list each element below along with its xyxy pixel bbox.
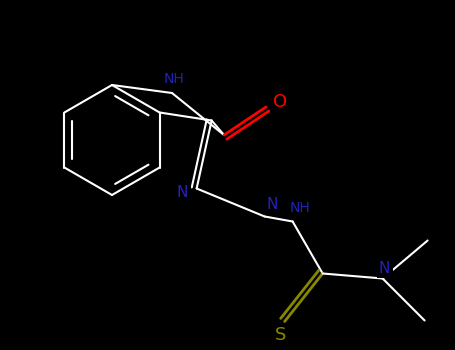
- Text: NH: NH: [164, 72, 184, 86]
- Text: NH: NH: [289, 202, 310, 216]
- Text: S: S: [275, 327, 286, 344]
- Text: O: O: [273, 93, 287, 111]
- Text: N: N: [267, 197, 278, 212]
- Text: N: N: [177, 185, 188, 200]
- Text: N: N: [379, 261, 390, 276]
